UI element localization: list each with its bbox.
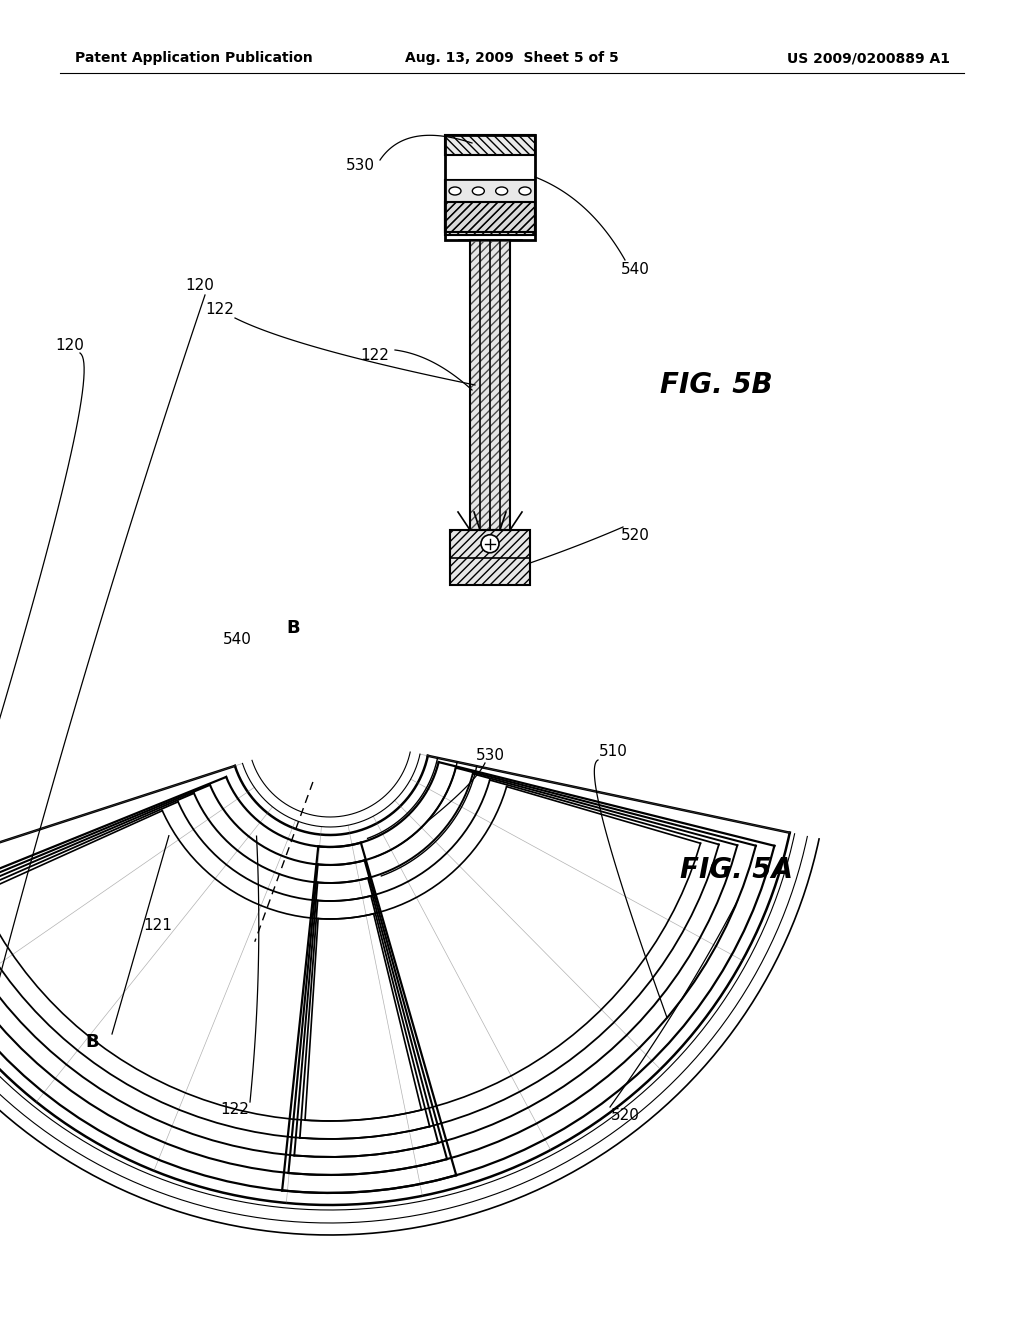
Text: 122: 122 — [360, 347, 389, 363]
Bar — [445, 135, 535, 154]
Text: FIG. 5B: FIG. 5B — [660, 371, 773, 399]
Bar — [445, 202, 535, 232]
Bar — [445, 135, 535, 240]
Bar — [445, 135, 535, 154]
Bar — [450, 531, 530, 585]
Text: 530: 530 — [475, 747, 505, 763]
Bar — [450, 531, 530, 585]
Bar — [470, 240, 510, 531]
Text: 530: 530 — [345, 157, 375, 173]
Ellipse shape — [519, 187, 531, 195]
Text: FIG. 5A: FIG. 5A — [680, 855, 793, 884]
Text: 540: 540 — [222, 632, 252, 648]
Text: 120: 120 — [55, 338, 84, 352]
Bar — [470, 240, 510, 531]
Bar — [445, 180, 535, 235]
Text: Aug. 13, 2009  Sheet 5 of 5: Aug. 13, 2009 Sheet 5 of 5 — [406, 51, 618, 65]
Bar — [445, 202, 535, 232]
Text: 122: 122 — [206, 302, 234, 318]
Text: 520: 520 — [610, 1107, 639, 1122]
Ellipse shape — [496, 187, 508, 195]
Circle shape — [481, 535, 499, 553]
Bar — [445, 202, 535, 232]
Text: US 2009/0200889 A1: US 2009/0200889 A1 — [787, 51, 950, 65]
Text: 120: 120 — [185, 277, 214, 293]
Text: 510: 510 — [599, 744, 628, 759]
Ellipse shape — [472, 187, 484, 195]
Ellipse shape — [449, 187, 461, 195]
Bar — [470, 240, 510, 531]
Text: Patent Application Publication: Patent Application Publication — [75, 51, 312, 65]
Text: 540: 540 — [621, 263, 649, 277]
Text: B: B — [85, 1034, 98, 1051]
Text: B: B — [286, 619, 300, 638]
Bar — [445, 180, 535, 235]
Bar — [445, 135, 535, 154]
Text: 122: 122 — [220, 1102, 250, 1118]
Bar — [445, 180, 535, 235]
Bar — [445, 180, 535, 202]
Text: 121: 121 — [143, 917, 172, 932]
Bar — [450, 531, 530, 585]
Text: 520: 520 — [621, 528, 649, 543]
